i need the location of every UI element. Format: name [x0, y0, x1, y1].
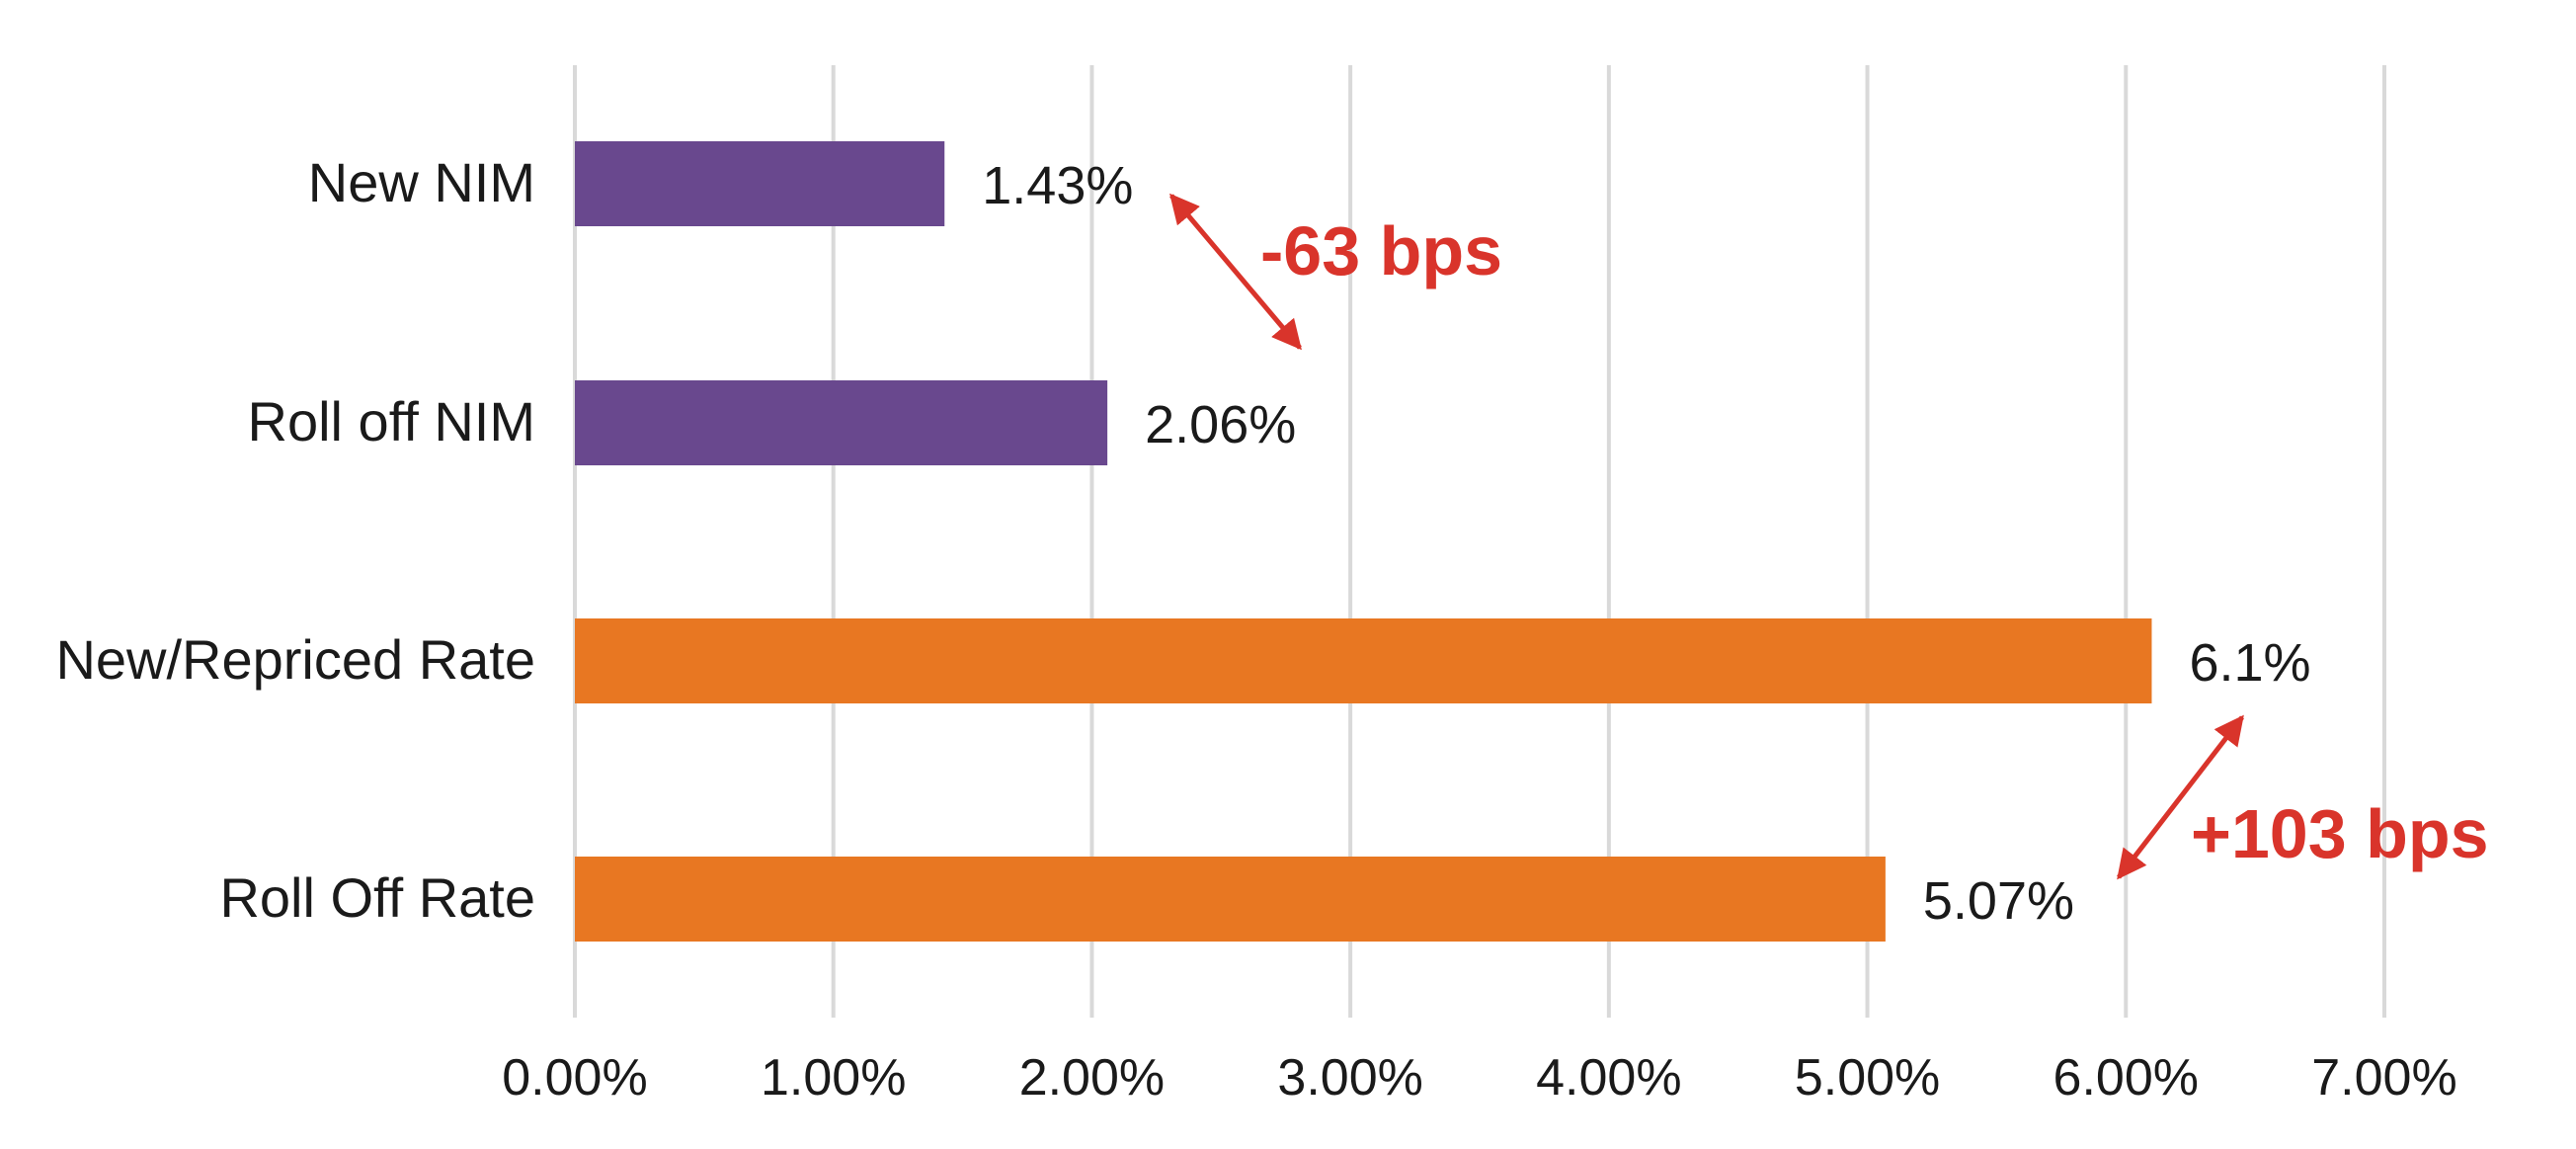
category-label: New/Repriced Rate [55, 628, 535, 691]
category-label: Roll Off Rate [219, 866, 535, 929]
x-tick-label: 7.00% [2311, 1049, 2456, 1107]
x-tick-label: 0.00% [502, 1049, 647, 1107]
data-label: 5.07% [1923, 871, 2074, 931]
bars [575, 141, 2152, 942]
x-tick-label: 6.00% [2053, 1049, 2199, 1107]
annotation-label: -63 bps [1260, 212, 1502, 289]
x-tick-label: 3.00% [1277, 1049, 1422, 1107]
x-tick-label: 1.00% [761, 1049, 906, 1107]
bar [575, 380, 1108, 465]
annotations: -63 bps +103 bps [1169, 193, 2489, 880]
annotation-arrow [2117, 714, 2244, 880]
x-tick-label: 2.00% [1019, 1049, 1165, 1107]
category-label: Roll off NIM [248, 390, 535, 452]
category-label: New NIM [308, 151, 535, 213]
bar [575, 141, 945, 226]
x-tick-label: 5.00% [1795, 1049, 1940, 1107]
bar [575, 857, 1886, 942]
bar [575, 618, 2152, 703]
data-label: 6.1% [2189, 633, 2310, 693]
x-tick-label: 4.00% [1536, 1049, 1681, 1107]
labels: 0.00% 1.00% 2.00% 3.00% 4.00% 5.00% 6.00% 7.00%… [55, 151, 2456, 1107]
data-label: 2.06% [1145, 395, 1296, 454]
annotation-label: +103 bps [2191, 795, 2489, 872]
data-label: 1.43% [982, 156, 1133, 215]
annotation-arrow [1169, 193, 1302, 351]
